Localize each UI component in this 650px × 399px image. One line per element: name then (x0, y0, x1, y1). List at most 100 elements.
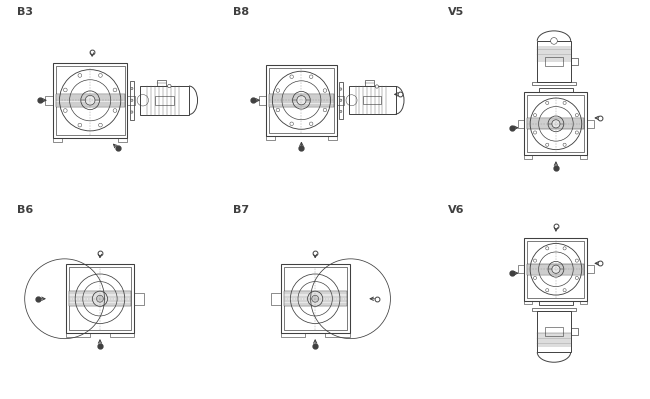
Circle shape (534, 114, 537, 117)
Circle shape (290, 122, 293, 126)
Bar (527, 95, 584, 152)
Circle shape (99, 73, 102, 77)
Circle shape (297, 96, 306, 105)
Bar (540, 301, 573, 305)
Bar (538, 311, 571, 352)
Bar (53, 63, 127, 138)
Bar (129, 81, 134, 120)
Bar (155, 96, 174, 105)
Text: V5: V5 (448, 7, 464, 17)
Bar (571, 328, 578, 335)
Text: B8: B8 (233, 7, 249, 17)
Bar (518, 120, 525, 128)
Text: B3: B3 (18, 7, 33, 17)
Bar (46, 95, 53, 105)
Bar (135, 293, 144, 305)
Bar (538, 41, 571, 82)
Circle shape (96, 295, 103, 302)
Bar (525, 238, 588, 301)
Circle shape (563, 247, 566, 250)
Bar (348, 87, 396, 114)
Circle shape (78, 123, 82, 127)
Bar (571, 58, 578, 65)
Circle shape (339, 99, 342, 101)
Bar (525, 301, 532, 304)
Circle shape (113, 109, 117, 113)
Bar (281, 333, 305, 337)
Bar (545, 327, 563, 336)
Bar (266, 136, 275, 140)
Bar (259, 96, 266, 105)
Circle shape (92, 291, 107, 306)
Circle shape (546, 101, 549, 105)
Bar (588, 120, 593, 128)
Circle shape (276, 108, 280, 112)
Circle shape (552, 265, 560, 273)
Bar (525, 93, 588, 155)
Circle shape (534, 277, 537, 280)
Bar (266, 65, 337, 136)
Circle shape (546, 288, 549, 292)
Bar (68, 267, 131, 330)
Circle shape (563, 143, 566, 146)
Circle shape (575, 114, 578, 117)
Bar (525, 155, 532, 159)
Bar (118, 138, 127, 142)
Bar (56, 93, 125, 107)
Circle shape (131, 99, 133, 101)
Circle shape (78, 73, 82, 77)
Bar (540, 88, 573, 93)
Circle shape (64, 88, 67, 92)
Circle shape (563, 101, 566, 105)
Circle shape (323, 89, 327, 92)
Bar (157, 80, 166, 86)
Bar (111, 333, 135, 337)
Circle shape (168, 84, 171, 88)
Bar (527, 264, 584, 275)
Bar (269, 94, 334, 107)
Circle shape (312, 295, 318, 302)
Bar (140, 86, 189, 115)
Circle shape (99, 123, 102, 127)
Circle shape (309, 122, 313, 126)
Bar (284, 267, 346, 330)
Bar (271, 293, 281, 305)
Bar (339, 81, 343, 119)
Circle shape (551, 38, 557, 44)
Text: B6: B6 (18, 205, 34, 215)
Circle shape (323, 108, 327, 112)
Bar (532, 82, 576, 85)
Bar (337, 96, 344, 105)
Circle shape (563, 288, 566, 292)
Bar (328, 136, 337, 140)
Text: B7: B7 (233, 205, 249, 215)
Circle shape (546, 247, 549, 250)
Circle shape (131, 111, 133, 113)
Circle shape (575, 131, 578, 134)
Circle shape (534, 131, 537, 134)
Circle shape (339, 88, 342, 90)
Circle shape (309, 75, 313, 79)
Text: V6: V6 (448, 205, 464, 215)
Bar (284, 291, 346, 306)
Bar (527, 118, 584, 130)
Circle shape (534, 259, 537, 262)
Bar (363, 96, 381, 105)
Circle shape (575, 277, 578, 280)
Bar (66, 333, 90, 337)
Circle shape (307, 291, 323, 306)
Circle shape (546, 143, 549, 146)
Bar (281, 265, 350, 333)
Bar (269, 68, 334, 133)
Bar (545, 57, 563, 66)
Bar (527, 241, 584, 298)
Circle shape (113, 88, 117, 92)
Circle shape (131, 87, 133, 90)
Bar (580, 301, 588, 304)
Bar (53, 138, 62, 142)
Circle shape (276, 89, 280, 92)
Bar (68, 291, 131, 306)
Circle shape (85, 95, 95, 105)
Bar (580, 155, 588, 159)
Circle shape (339, 110, 342, 113)
